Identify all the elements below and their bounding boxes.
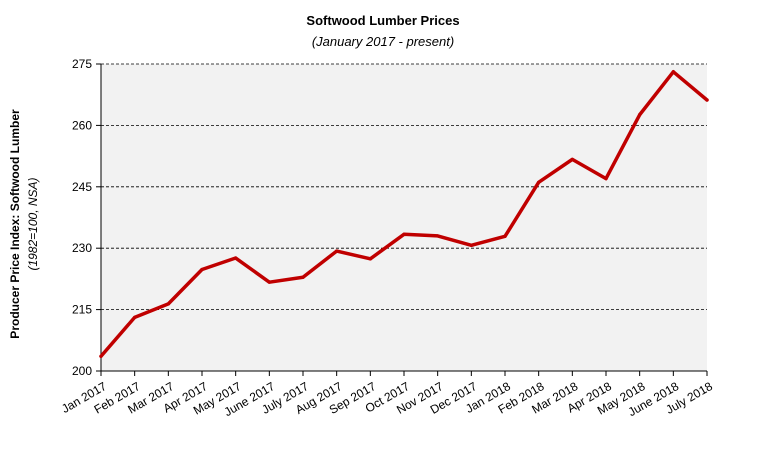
series-group	[99, 70, 709, 359]
data-point	[267, 280, 271, 284]
y-tick-label: 230	[72, 241, 92, 255]
chart-subtitle: (January 2017 - present)	[312, 34, 454, 49]
data-point	[638, 113, 642, 117]
data-point	[604, 177, 608, 181]
chart-title: Softwood Lumber Prices	[306, 13, 459, 28]
data-point	[537, 180, 541, 184]
y-axis-label: Producer Price Index: Softwood Lumber	[8, 109, 22, 339]
data-point	[705, 98, 709, 102]
data-point	[436, 234, 440, 238]
y-tick-label: 200	[72, 364, 92, 378]
data-point	[671, 70, 675, 74]
data-point	[469, 243, 473, 247]
data-point	[99, 354, 103, 358]
y-tick-label: 275	[72, 57, 92, 71]
data-point	[133, 315, 137, 319]
data-point	[368, 257, 372, 261]
y-axis-label-group: Producer Price Index: Softwood Lumber	[8, 109, 22, 339]
y-axis-sublabel: (1982=100, NSA)	[26, 177, 40, 270]
data-point	[166, 302, 170, 306]
y-tick-label: 260	[72, 118, 92, 132]
y-axis-sublabel-group: (1982=100, NSA)	[26, 177, 40, 270]
plot-area	[101, 64, 707, 371]
data-point	[402, 232, 406, 236]
data-point	[503, 234, 507, 238]
data-point	[200, 267, 204, 272]
y-tick-labels: 200 215 230 245 260 275	[72, 57, 101, 378]
grid-lines	[101, 63, 707, 311]
data-point	[570, 157, 574, 161]
y-tick-label: 245	[72, 180, 92, 194]
y-tick-label: 215	[72, 303, 92, 317]
data-point	[301, 275, 305, 279]
data-point	[335, 249, 339, 253]
data-point	[234, 256, 238, 260]
